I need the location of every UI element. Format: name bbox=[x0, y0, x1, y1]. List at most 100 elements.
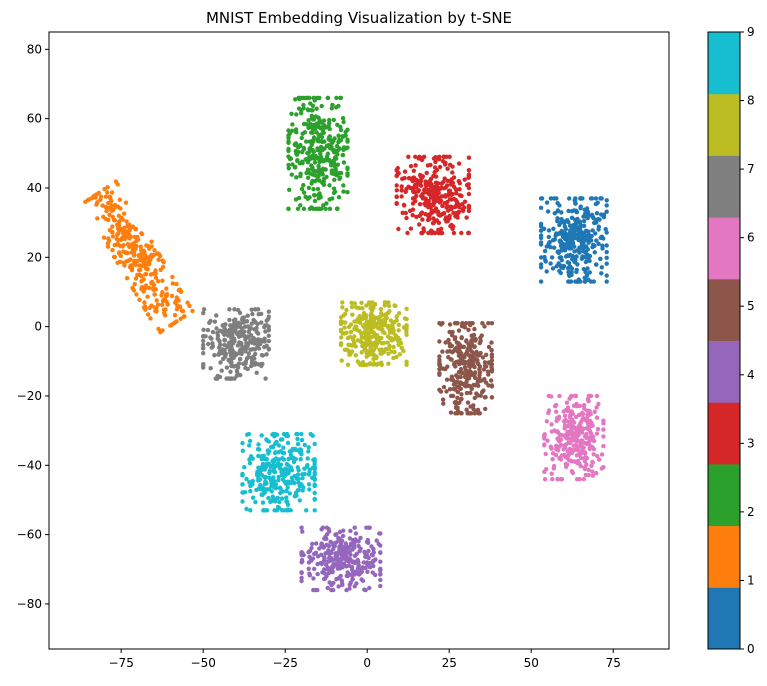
data-point bbox=[304, 508, 309, 513]
data-point bbox=[433, 209, 438, 214]
data-point bbox=[352, 301, 357, 306]
data-point bbox=[327, 197, 332, 202]
data-point bbox=[327, 183, 332, 188]
data-point bbox=[459, 396, 464, 402]
data-point bbox=[569, 447, 574, 452]
data-point bbox=[348, 528, 353, 534]
data-point bbox=[397, 311, 402, 316]
data-point bbox=[451, 175, 457, 180]
colorbar-segment bbox=[708, 155, 740, 218]
data-point bbox=[238, 356, 243, 362]
data-point bbox=[538, 255, 544, 260]
data-point bbox=[570, 417, 575, 422]
data-point bbox=[334, 95, 339, 101]
data-point bbox=[83, 199, 88, 204]
data-point bbox=[471, 406, 476, 412]
data-point bbox=[223, 354, 228, 359]
data-point bbox=[274, 439, 279, 445]
data-point bbox=[389, 349, 395, 354]
data-point bbox=[437, 154, 442, 159]
data-point bbox=[121, 211, 127, 216]
data-point bbox=[464, 215, 469, 220]
data-point bbox=[364, 525, 369, 530]
data-point bbox=[394, 314, 399, 319]
data-point bbox=[313, 587, 318, 593]
data-point bbox=[462, 325, 468, 330]
data-point bbox=[574, 443, 579, 448]
data-point bbox=[185, 300, 190, 305]
data-point bbox=[358, 320, 363, 326]
data-point bbox=[588, 393, 594, 399]
data-point bbox=[444, 205, 449, 210]
data-point bbox=[565, 218, 570, 223]
data-point bbox=[324, 536, 329, 541]
data-point bbox=[149, 239, 154, 244]
data-point bbox=[455, 405, 460, 410]
data-point bbox=[327, 134, 332, 139]
data-point bbox=[246, 329, 251, 334]
data-point bbox=[437, 213, 443, 218]
data-point bbox=[229, 349, 234, 355]
data-point bbox=[404, 306, 409, 311]
data-point bbox=[396, 328, 401, 333]
data-point bbox=[363, 313, 368, 318]
data-point bbox=[300, 472, 305, 477]
data-point bbox=[164, 299, 169, 304]
data-point bbox=[584, 431, 589, 437]
data-point bbox=[469, 411, 474, 416]
data-point bbox=[463, 384, 469, 389]
data-point bbox=[428, 211, 434, 216]
data-point bbox=[312, 193, 317, 198]
data-point bbox=[346, 563, 352, 568]
data-point bbox=[459, 335, 464, 341]
data-point bbox=[109, 190, 115, 195]
data-point bbox=[128, 257, 133, 262]
data-point bbox=[147, 285, 152, 291]
data-point bbox=[231, 323, 237, 328]
data-point bbox=[307, 195, 312, 200]
data-point bbox=[366, 334, 371, 339]
data-point bbox=[403, 210, 408, 216]
data-point bbox=[170, 281, 175, 286]
data-point bbox=[329, 106, 334, 111]
data-point bbox=[132, 282, 137, 287]
data-point bbox=[455, 395, 460, 400]
data-point bbox=[143, 307, 148, 312]
data-point bbox=[304, 139, 309, 144]
data-point bbox=[342, 325, 347, 330]
data-point bbox=[378, 306, 384, 312]
data-point bbox=[559, 217, 564, 222]
data-point bbox=[360, 360, 366, 365]
data-point bbox=[546, 228, 552, 233]
data-point bbox=[101, 235, 107, 240]
data-point bbox=[584, 426, 590, 431]
data-point bbox=[318, 154, 324, 160]
data-point bbox=[300, 529, 305, 534]
data-point bbox=[558, 255, 563, 260]
data-point bbox=[538, 265, 544, 270]
data-point bbox=[276, 443, 282, 448]
data-point bbox=[476, 411, 481, 416]
data-point bbox=[441, 179, 446, 185]
y-tick-label: 40 bbox=[27, 181, 42, 195]
data-point bbox=[596, 241, 601, 246]
data-point bbox=[302, 442, 307, 448]
data-point bbox=[450, 205, 455, 210]
data-point bbox=[337, 146, 342, 151]
data-point bbox=[539, 196, 545, 201]
data-point bbox=[455, 408, 461, 414]
data-point bbox=[359, 300, 364, 305]
data-point bbox=[452, 337, 458, 342]
colorbar-frame bbox=[707, 31, 741, 650]
data-point bbox=[138, 267, 143, 273]
data-point bbox=[572, 447, 578, 453]
data-point bbox=[252, 356, 257, 361]
data-point bbox=[259, 433, 264, 438]
data-point bbox=[556, 261, 561, 266]
data-point bbox=[240, 346, 245, 351]
data-point bbox=[413, 154, 418, 159]
data-point bbox=[466, 168, 472, 173]
data-point bbox=[377, 531, 382, 536]
data-point bbox=[449, 377, 454, 382]
colorbar-segment bbox=[708, 217, 740, 280]
